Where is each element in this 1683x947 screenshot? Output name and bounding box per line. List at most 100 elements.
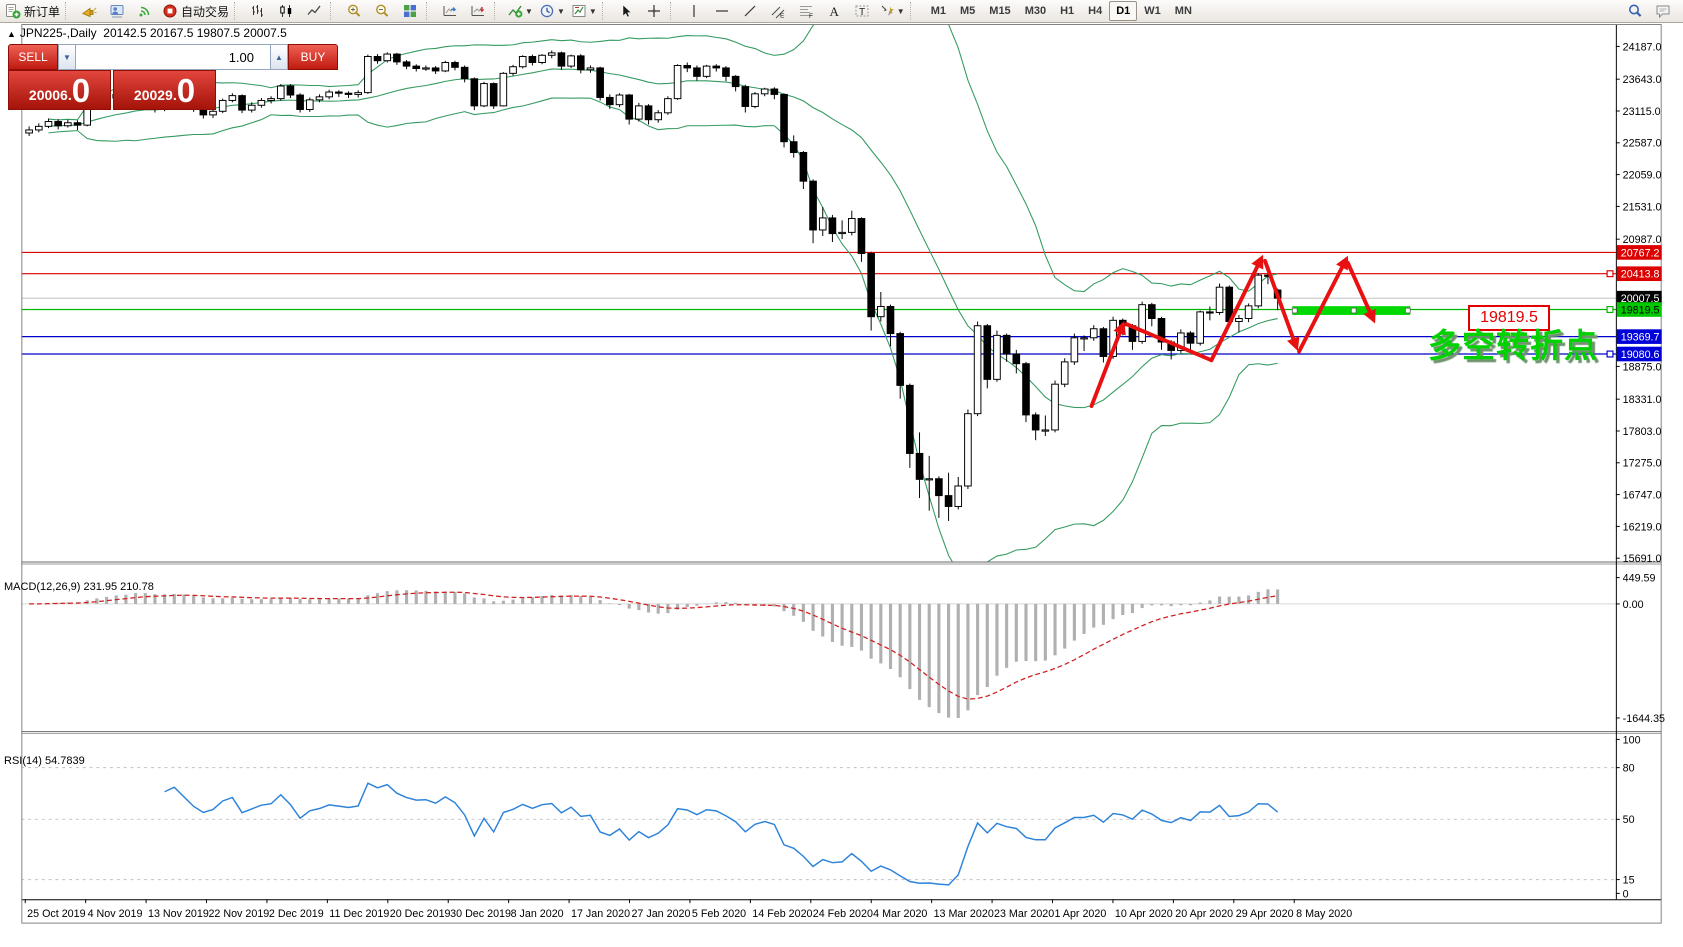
buy-price-big-digit: 0 [176,71,196,109]
svg-text:23643.0: 23643.0 [1623,74,1662,86]
svg-text:17275.0: 17275.0 [1623,458,1662,470]
sell-button[interactable]: SELL [8,44,58,70]
macd-histogram [37,589,1280,718]
volume-decrease-button[interactable]: ▼ [58,44,76,70]
auto-trading-button[interactable]: 自动交易 [159,0,232,22]
zoom-out-icon [376,4,389,17]
templates-button[interactable]: ▼ [568,0,600,22]
buy-price-dot: . [172,87,177,103]
crosshair-button[interactable] [640,0,668,22]
volume-input[interactable] [76,44,270,70]
timeframe-W1-button[interactable]: W1 [1144,5,1161,17]
search-button[interactable] [1621,0,1649,22]
turning-point-note[interactable]: 多空转折点 [1428,327,1598,364]
svg-text:19819.5: 19819.5 [1621,304,1660,316]
svg-text:10 Apr 2020: 10 Apr 2020 [1115,908,1173,920]
svg-text:30 Dec 2019: 30 Dec 2019 [450,908,511,920]
zoom-in-icon [348,4,361,17]
toolbar-separator [601,2,609,20]
candle-chart-button[interactable] [272,0,300,22]
signal-icon [139,6,150,17]
sell-price[interactable]: 20006 . 0 [8,70,111,110]
timeframe-H1-button[interactable]: H1 [1060,5,1075,17]
timeframe-M30-button[interactable]: M30 [1024,5,1047,17]
svg-text:100: 100 [1623,734,1641,746]
svg-text:80: 80 [1623,763,1635,775]
auto-trading-label: 自动交易 [181,4,230,19]
price-chart[interactable]: 24187.0 23643.0 23115.0 22587.0 22059.0 21531… [0,24,1683,947]
cursor-icon [622,4,632,18]
svg-text:20 Dec 2019: 20 Dec 2019 [390,908,451,920]
support-bar-annotation[interactable] [1291,306,1411,315]
text-label-button[interactable]: T [848,0,876,22]
arrows-button[interactable]: ▼ [876,0,908,22]
svg-text:24 Feb 2020: 24 Feb 2020 [813,908,873,920]
buy-price[interactable]: 20029 . 0 [113,70,216,110]
auto-scroll-button[interactable] [436,0,464,22]
date-axis[interactable]: 25 Oct 2019 4 Nov 2019 13 Nov 2019 22 Nov 2… [24,899,1352,920]
tile-windows-button[interactable] [396,0,424,22]
timeframe-H4-button[interactable]: H4 [1088,5,1103,17]
svg-text:8 May 2020: 8 May 2020 [1296,908,1352,920]
periods-button[interactable]: ▼ [536,0,568,22]
zoom-out-button[interactable] [368,0,396,22]
toolbar-separator [330,2,337,20]
chart-shift-button[interactable] [464,0,492,22]
svg-text:20007.5: 20007.5 [1621,293,1660,305]
channel-icon: E [771,6,785,19]
chevron-down-icon[interactable]: ▼ [556,6,565,16]
toolbar-separator [234,2,241,20]
svg-text:25 Oct 2019: 25 Oct 2019 [27,908,85,920]
expert-advisor-button[interactable] [103,0,131,22]
chart-window[interactable]: 24187.0 23643.0 23115.0 22587.0 22059.0 21531… [0,24,1683,947]
megaphone-button[interactable] [75,0,103,22]
indicators-button[interactable]: ▼ [504,0,536,22]
new-order-button[interactable]: 新订单 [2,0,63,22]
chat-button[interactable] [1649,0,1677,22]
timeframe-M15-button[interactable]: M15 [989,5,1011,17]
chevron-down-icon[interactable]: ▼ [588,6,597,16]
chevron-down-icon[interactable]: ▼ [525,6,533,16]
horizontal-line-button[interactable] [708,0,736,22]
chart-shift-icon [471,6,485,16]
svg-text:4 Nov 2019: 4 Nov 2019 [88,908,143,920]
timeframe-M5-button[interactable]: M5 [960,5,976,17]
svg-text:19369.7: 19369.7 [1621,332,1660,344]
vertical-line-icon [693,5,695,17]
templates-icon [572,5,586,17]
bar-chart-button[interactable] [244,0,272,22]
svg-text:29 Apr 2020: 29 Apr 2020 [1236,908,1294,920]
pane-separators[interactable] [21,561,1662,735]
volume-increase-button[interactable]: ▲ [270,44,288,70]
svg-text:14 Feb 2020: 14 Feb 2020 [752,908,812,920]
vertical-line-button[interactable] [680,0,708,22]
indicator-axis: 449.59 0.00 -1644.35 100 80 50 15 0 [1615,573,1665,900]
cursor-button[interactable] [612,0,640,22]
text-label-icon: T [855,5,869,18]
expert-advisor-icon [110,5,124,18]
timeframe-MN-button[interactable]: MN [1174,5,1192,17]
chevron-down-icon[interactable]: ▼ [896,6,905,16]
timeframe-M1-button[interactable]: M1 [930,5,946,17]
line-chart-button[interactable] [300,0,328,22]
text-button[interactable]: A [820,0,848,22]
channel-button[interactable]: E [764,0,792,22]
timeframe-D1-button[interactable]: D1 [1109,1,1138,21]
svg-text:18331.0: 18331.0 [1623,394,1662,406]
macd-indicator-label: MACD(12,26,9) 231.95 210.78 [4,581,154,593]
candle-chart-icon [280,5,292,17]
svg-text:21531.0: 21531.0 [1623,201,1662,213]
svg-text:15: 15 [1623,874,1635,886]
price-note-box[interactable]: 19819.5 [1468,305,1550,331]
zigzag-annotation[interactable] [1089,254,1376,409]
svg-text:16219.0: 16219.0 [1623,521,1662,533]
collapse-triangle-icon[interactable]: ▲ [7,29,16,39]
svg-text:T: T [859,7,865,18]
signal-button[interactable] [131,0,159,22]
zoom-in-button[interactable] [340,0,368,22]
svg-text:13 Mar 2020: 13 Mar 2020 [934,908,994,920]
trendline-button[interactable] [736,0,764,22]
buy-button[interactable]: BUY [288,44,338,70]
fibonacci-button[interactable]: F [792,0,820,22]
toolbar-separator [909,2,917,20]
